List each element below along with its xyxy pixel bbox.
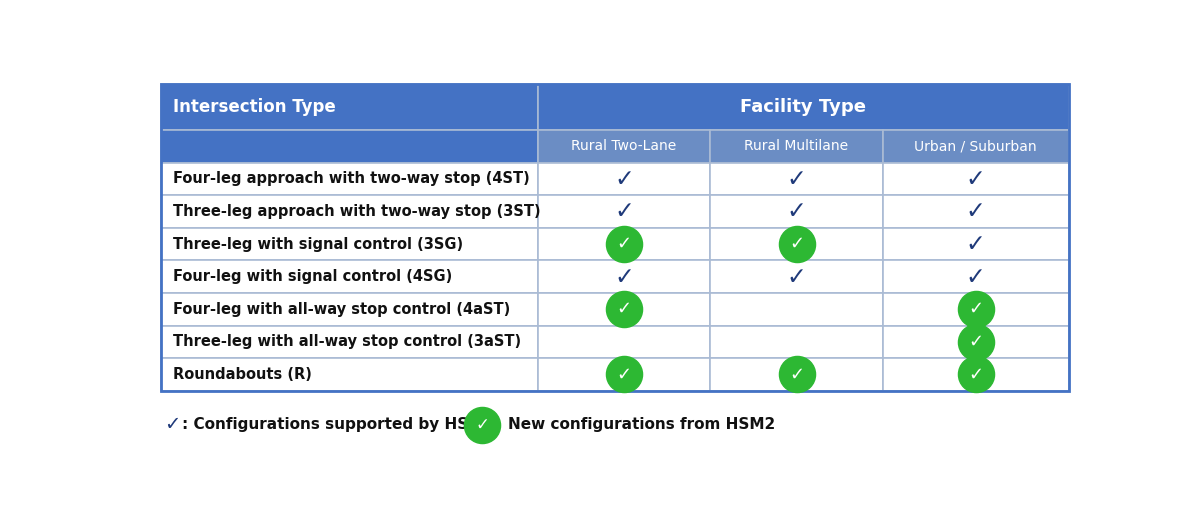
- Text: ✓: ✓: [968, 300, 983, 318]
- FancyBboxPatch shape: [538, 261, 710, 293]
- Text: Four-leg approach with two-way stop (4ST): Four-leg approach with two-way stop (4ST…: [173, 171, 530, 186]
- Text: ✓: ✓: [966, 199, 985, 224]
- Text: : Configurations supported by HSM1;: : Configurations supported by HSM1;: [181, 417, 499, 432]
- FancyBboxPatch shape: [538, 195, 710, 228]
- Text: ✓: ✓: [966, 265, 985, 289]
- Point: [614, 305, 634, 314]
- FancyBboxPatch shape: [161, 195, 538, 228]
- FancyBboxPatch shape: [161, 326, 538, 358]
- Point: [787, 240, 806, 248]
- Point: [614, 240, 634, 248]
- FancyBboxPatch shape: [710, 195, 883, 228]
- FancyBboxPatch shape: [710, 293, 883, 326]
- FancyBboxPatch shape: [883, 261, 1069, 293]
- Point: [966, 305, 985, 314]
- Text: Intersection Type: Intersection Type: [173, 98, 336, 116]
- Text: ✓: ✓: [966, 167, 985, 191]
- Text: Four-leg with all-way stop control (4aST): Four-leg with all-way stop control (4aST…: [173, 302, 510, 317]
- Point: [473, 421, 492, 429]
- Text: ✓: ✓: [788, 366, 804, 383]
- Text: ✓: ✓: [617, 366, 631, 383]
- Text: Facility Type: Facility Type: [740, 98, 866, 116]
- FancyBboxPatch shape: [161, 162, 538, 195]
- FancyBboxPatch shape: [883, 326, 1069, 358]
- Point: [787, 370, 806, 379]
- Text: ✓: ✓: [164, 415, 180, 434]
- FancyBboxPatch shape: [883, 358, 1069, 391]
- Text: ✓: ✓: [787, 199, 806, 224]
- Text: ✓: ✓: [968, 366, 983, 383]
- Point: [966, 370, 985, 379]
- FancyBboxPatch shape: [538, 131, 710, 162]
- FancyBboxPatch shape: [538, 293, 710, 326]
- Text: ✓: ✓: [614, 167, 634, 191]
- FancyBboxPatch shape: [710, 358, 883, 391]
- Text: Four-leg with signal control (4SG): Four-leg with signal control (4SG): [173, 269, 452, 284]
- FancyBboxPatch shape: [883, 293, 1069, 326]
- FancyBboxPatch shape: [883, 195, 1069, 228]
- FancyBboxPatch shape: [538, 358, 710, 391]
- Text: New configurations from HSM2: New configurations from HSM2: [508, 417, 775, 432]
- FancyBboxPatch shape: [161, 293, 538, 326]
- FancyBboxPatch shape: [538, 326, 710, 358]
- FancyBboxPatch shape: [710, 261, 883, 293]
- FancyBboxPatch shape: [883, 131, 1069, 162]
- Text: Three-leg with signal control (3SG): Three-leg with signal control (3SG): [173, 237, 463, 252]
- Text: Roundabouts (R): Roundabouts (R): [173, 367, 312, 382]
- Text: ✓: ✓: [614, 265, 634, 289]
- FancyBboxPatch shape: [710, 326, 883, 358]
- Text: ✓: ✓: [787, 167, 806, 191]
- Text: Rural Two-Lane: Rural Two-Lane: [571, 139, 677, 153]
- Text: ✓: ✓: [788, 235, 804, 253]
- FancyBboxPatch shape: [161, 358, 538, 391]
- Text: Urban / Suburban: Urban / Suburban: [914, 139, 1037, 153]
- Text: ✓: ✓: [787, 265, 806, 289]
- FancyBboxPatch shape: [883, 162, 1069, 195]
- FancyBboxPatch shape: [161, 131, 538, 162]
- Text: ✓: ✓: [617, 235, 631, 253]
- FancyBboxPatch shape: [883, 228, 1069, 261]
- Text: Three-leg with all-way stop control (3aST): Three-leg with all-way stop control (3aS…: [173, 334, 521, 349]
- FancyBboxPatch shape: [538, 228, 710, 261]
- FancyBboxPatch shape: [538, 162, 710, 195]
- FancyBboxPatch shape: [710, 162, 883, 195]
- FancyBboxPatch shape: [710, 131, 883, 162]
- Text: Three-leg approach with two-way stop (3ST): Three-leg approach with two-way stop (3S…: [173, 204, 541, 219]
- FancyBboxPatch shape: [538, 84, 1069, 131]
- FancyBboxPatch shape: [161, 84, 538, 131]
- FancyBboxPatch shape: [161, 261, 538, 293]
- FancyBboxPatch shape: [710, 228, 883, 261]
- Text: ✓: ✓: [614, 199, 634, 224]
- Text: ✓: ✓: [968, 333, 983, 351]
- Text: Rural Multilane: Rural Multilane: [744, 139, 848, 153]
- Text: ✓: ✓: [475, 416, 488, 434]
- Point: [614, 370, 634, 379]
- FancyBboxPatch shape: [161, 228, 538, 261]
- Text: ✓: ✓: [617, 300, 631, 318]
- Text: ✓: ✓: [966, 232, 985, 256]
- Point: [966, 337, 985, 346]
